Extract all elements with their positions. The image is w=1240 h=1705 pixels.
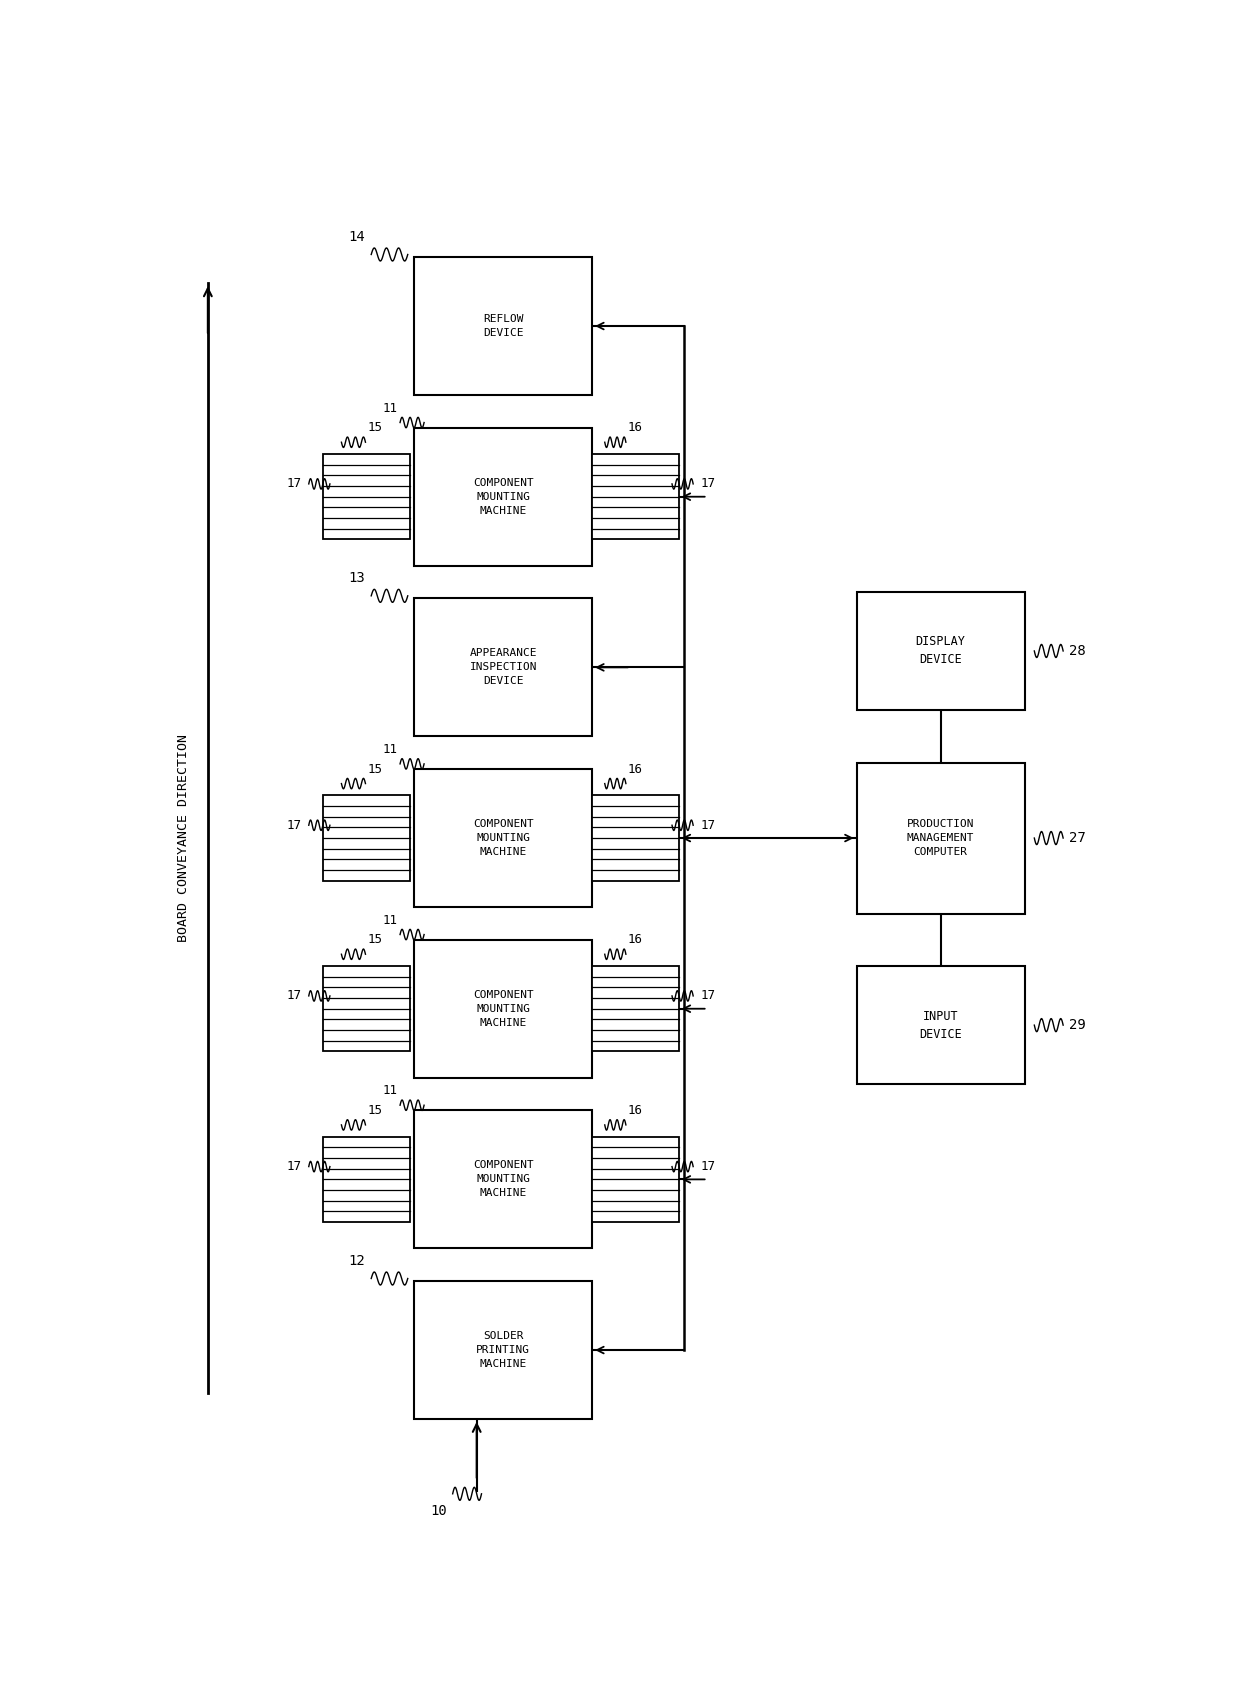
- Text: 15: 15: [367, 933, 383, 946]
- Text: COMPONENT
MOUNTING
MACHINE: COMPONENT MOUNTING MACHINE: [472, 1161, 533, 1199]
- Text: 11: 11: [383, 743, 398, 755]
- Bar: [414, 1280, 593, 1419]
- Text: 16: 16: [627, 421, 644, 435]
- Text: 11: 11: [383, 914, 398, 928]
- Text: 11: 11: [383, 402, 398, 414]
- Bar: [414, 769, 593, 907]
- Text: 15: 15: [367, 1105, 383, 1117]
- Text: 13: 13: [348, 571, 366, 585]
- Text: INPUT
DEVICE: INPUT DEVICE: [919, 1009, 962, 1040]
- Bar: [324, 454, 409, 539]
- Text: 16: 16: [627, 933, 644, 946]
- Bar: [857, 592, 1024, 709]
- Text: 11: 11: [383, 1084, 398, 1098]
- Bar: [414, 428, 593, 566]
- Bar: [324, 795, 409, 881]
- Bar: [324, 1137, 409, 1222]
- Text: COMPONENT
MOUNTING
MACHINE: COMPONENT MOUNTING MACHINE: [472, 477, 533, 515]
- Bar: [857, 762, 1024, 914]
- Text: 17: 17: [286, 477, 301, 491]
- Text: 17: 17: [286, 989, 301, 1003]
- Bar: [324, 967, 409, 1052]
- Text: 15: 15: [367, 762, 383, 776]
- Text: 17: 17: [286, 1159, 301, 1173]
- Text: DISPLAY
DEVICE: DISPLAY DEVICE: [915, 636, 966, 667]
- Bar: [857, 967, 1024, 1084]
- Text: 17: 17: [701, 477, 715, 491]
- Text: 14: 14: [348, 230, 366, 244]
- Text: 29: 29: [1069, 1018, 1086, 1032]
- Text: 12: 12: [348, 1253, 366, 1269]
- Text: 10: 10: [430, 1504, 446, 1519]
- Bar: [414, 257, 593, 396]
- Text: PRODUCTION
MANAGEMENT
COMPUTER: PRODUCTION MANAGEMENT COMPUTER: [906, 818, 975, 858]
- Bar: [414, 598, 593, 737]
- Text: 17: 17: [701, 989, 715, 1003]
- Bar: [593, 454, 678, 539]
- Bar: [593, 967, 678, 1052]
- Text: 17: 17: [286, 818, 301, 832]
- Bar: [593, 1137, 678, 1222]
- Text: SOLDER
PRINTING
MACHINE: SOLDER PRINTING MACHINE: [476, 1332, 531, 1369]
- Text: REFLOW
DEVICE: REFLOW DEVICE: [484, 314, 523, 338]
- Text: 17: 17: [701, 1159, 715, 1173]
- Text: 15: 15: [367, 421, 383, 435]
- Text: BOARD CONVEYANCE DIRECTION: BOARD CONVEYANCE DIRECTION: [177, 735, 190, 943]
- Bar: [593, 795, 678, 881]
- Text: 27: 27: [1069, 830, 1086, 846]
- Text: 16: 16: [627, 762, 644, 776]
- Text: COMPONENT
MOUNTING
MACHINE: COMPONENT MOUNTING MACHINE: [472, 818, 533, 858]
- Text: 16: 16: [627, 1105, 644, 1117]
- Text: 28: 28: [1069, 644, 1086, 658]
- Text: COMPONENT
MOUNTING
MACHINE: COMPONENT MOUNTING MACHINE: [472, 989, 533, 1028]
- Bar: [414, 939, 593, 1078]
- Text: 17: 17: [701, 818, 715, 832]
- Text: APPEARANCE
INSPECTION
DEVICE: APPEARANCE INSPECTION DEVICE: [470, 648, 537, 687]
- Bar: [414, 1110, 593, 1248]
